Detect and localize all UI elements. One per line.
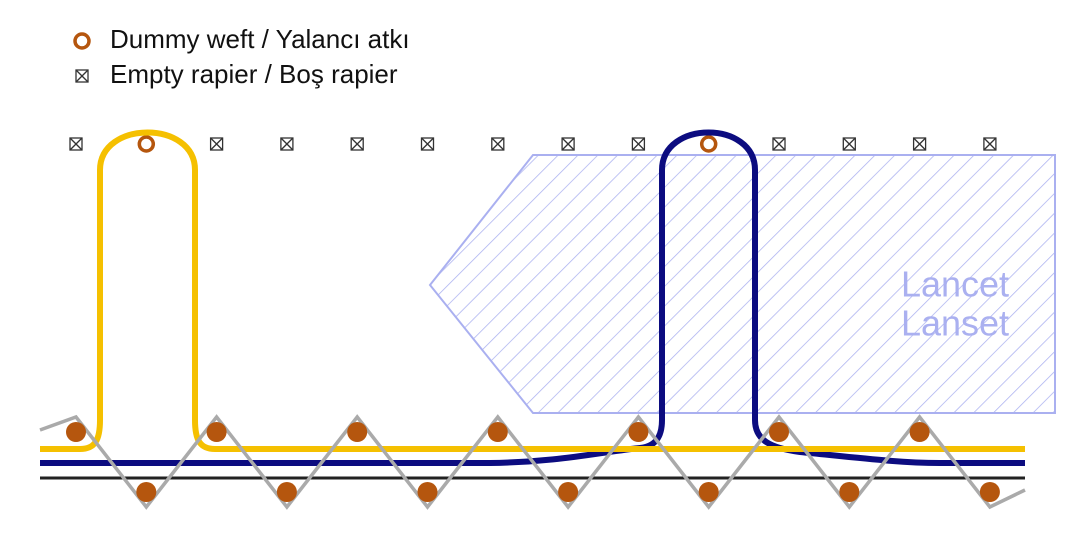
cross — [280, 137, 294, 151]
empty-rapier — [420, 137, 435, 151]
legend-label: Dummy weft / Yalancı atkı — [110, 24, 410, 54]
cross — [842, 137, 856, 151]
empty-rapier — [912, 137, 927, 151]
lancet — [428, 154, 1056, 414]
box — [280, 137, 294, 151]
box — [912, 137, 927, 151]
weft-dot — [487, 422, 508, 442]
cross — [631, 137, 645, 151]
dummy-weft — [137, 135, 156, 153]
legend-ring — [73, 32, 91, 50]
empty-rapier — [561, 137, 575, 151]
empty-rapier — [209, 137, 224, 151]
cross — [421, 137, 434, 151]
cross — [69, 137, 83, 151]
navy-thread — [40, 129, 1025, 466]
weft-dot — [206, 422, 227, 442]
box — [491, 137, 505, 151]
box — [420, 137, 435, 151]
weft-dot — [558, 482, 579, 502]
cross — [913, 137, 927, 151]
cross — [210, 137, 224, 151]
cross — [350, 137, 364, 151]
box — [209, 137, 224, 151]
empty-rapier — [631, 137, 646, 151]
empty-rapier — [350, 137, 364, 151]
weft-dot — [979, 482, 1000, 502]
empty-rapier — [842, 137, 856, 151]
weft-dot — [66, 422, 86, 442]
weft-dot — [136, 482, 157, 502]
weft-dot — [417, 482, 438, 502]
box — [631, 137, 646, 151]
legend-box — [75, 69, 89, 83]
cross — [772, 137, 786, 151]
lancet-label: Lancet — [901, 264, 1009, 305]
weft-dot — [769, 422, 789, 442]
empty-rapier — [772, 137, 786, 151]
cross — [561, 137, 575, 151]
box — [983, 137, 997, 151]
weft-dot — [628, 422, 649, 442]
warp-thread — [39, 414, 1026, 510]
lancet-label: Lanset — [901, 303, 1009, 344]
cross — [983, 137, 997, 151]
cross — [491, 137, 505, 151]
box — [69, 137, 83, 151]
box — [842, 137, 856, 151]
weft-dot — [909, 422, 930, 442]
dummy-weft — [699, 135, 718, 153]
weft-dot — [839, 482, 860, 502]
empty-rapier — [491, 137, 505, 151]
weft-dot — [347, 422, 368, 442]
empty-rapier — [280, 137, 294, 151]
box — [772, 137, 786, 151]
box — [350, 137, 364, 151]
legend-label: Empty rapier / Boş rapier — [110, 59, 398, 89]
weft-dots — [66, 422, 1000, 502]
empty-rapier — [69, 137, 83, 151]
empty-rapier — [983, 137, 997, 151]
rapier-row — [69, 135, 997, 153]
box — [561, 137, 575, 151]
weft-dot — [276, 482, 297, 502]
weft-dot — [698, 482, 719, 502]
